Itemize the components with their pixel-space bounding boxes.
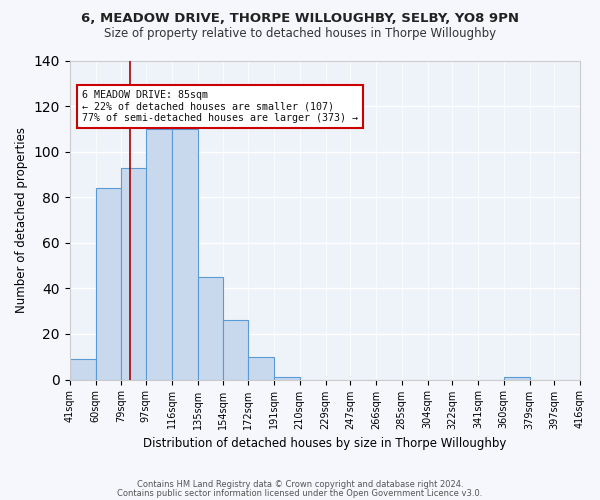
Bar [70, 359, 95, 380]
X-axis label: Distribution of detached houses by size in Thorpe Willoughby: Distribution of detached houses by size … [143, 437, 506, 450]
Bar [223, 320, 248, 380]
Bar [146, 129, 172, 380]
Bar [504, 378, 530, 380]
Bar [172, 129, 197, 380]
Text: Contains public sector information licensed under the Open Government Licence v3: Contains public sector information licen… [118, 489, 482, 498]
Text: 6, MEADOW DRIVE, THORPE WILLOUGHBY, SELBY, YO8 9PN: 6, MEADOW DRIVE, THORPE WILLOUGHBY, SELB… [81, 12, 519, 26]
Text: 6 MEADOW DRIVE: 85sqm
← 22% of detached houses are smaller (107)
77% of semi-det: 6 MEADOW DRIVE: 85sqm ← 22% of detached … [82, 90, 358, 124]
Bar [121, 168, 146, 380]
Text: Size of property relative to detached houses in Thorpe Willoughby: Size of property relative to detached ho… [104, 28, 496, 40]
Bar [274, 378, 299, 380]
Text: Contains HM Land Registry data © Crown copyright and database right 2024.: Contains HM Land Registry data © Crown c… [137, 480, 463, 489]
Bar [197, 277, 223, 380]
Bar [248, 357, 274, 380]
Bar [95, 188, 121, 380]
Y-axis label: Number of detached properties: Number of detached properties [15, 127, 28, 313]
